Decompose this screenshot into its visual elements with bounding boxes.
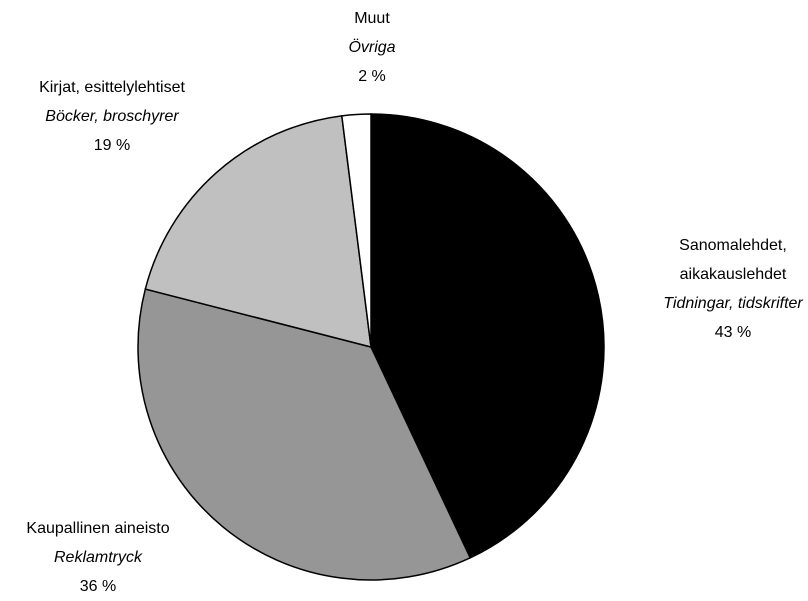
value-label: 19 % bbox=[93, 137, 131, 154]
slice-label: Kirjat, esittelylehtiset Böcker, broschyr… bbox=[2, 73, 222, 160]
value-label: 43 % bbox=[714, 324, 752, 341]
slice-label: Kaupallinen aineisto Reklamtryck 36 % bbox=[0, 514, 196, 601]
value-label: 2 % bbox=[358, 68, 386, 85]
pie-slice bbox=[137, 288, 472, 581]
pie-slice bbox=[144, 114, 372, 349]
value-label: 36 % bbox=[79, 578, 117, 595]
pie-slice bbox=[370, 113, 605, 559]
category-label: Sanomalehdet, aikakauslehdet bbox=[679, 237, 787, 283]
pie-slice bbox=[340, 113, 372, 348]
category-label-sv: Reklamtryck bbox=[53, 549, 142, 566]
category-label-sv: Övriga bbox=[348, 39, 396, 56]
category-label: Kaupallinen aineisto bbox=[26, 520, 170, 537]
category-label: Kirjat, esittelylehtiset bbox=[39, 79, 185, 96]
slice-label: Sanomalehdet, aikakauslehdet Tidningar, t… bbox=[663, 231, 803, 347]
category-label-sv: Tidningar, tidskrifter bbox=[663, 295, 803, 312]
category-label: Muut bbox=[354, 10, 390, 27]
category-label-sv: Böcker, broschyrer bbox=[45, 108, 179, 125]
slice-label: Muut Övriga 2 % bbox=[312, 4, 432, 91]
